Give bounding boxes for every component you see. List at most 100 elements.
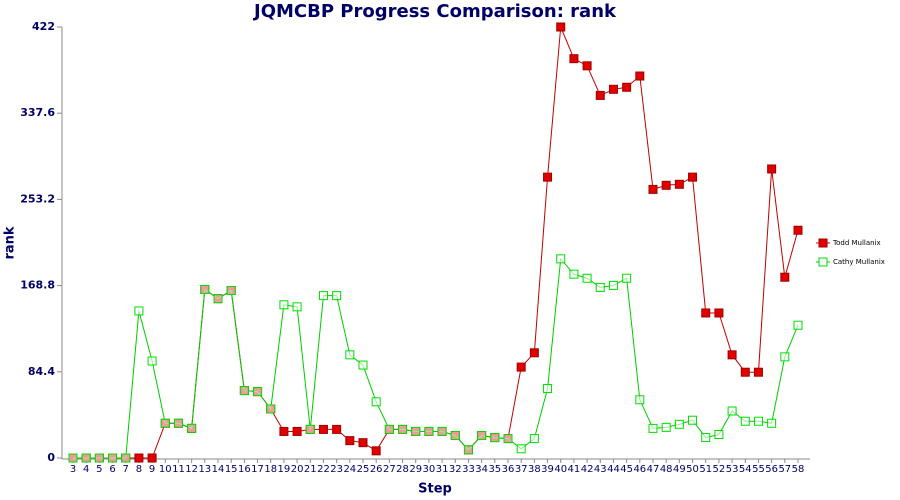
x-tick-label: 25 (357, 464, 370, 475)
x-tick-label: 27 (383, 464, 396, 475)
point (714, 430, 724, 440)
x-tick-label: 32 (449, 464, 462, 475)
x-tick-label: 52 (713, 464, 726, 475)
point (239, 386, 249, 396)
x-tick-label: 24 (343, 464, 356, 475)
x-tick-label: 26 (370, 464, 383, 475)
x-tick-label: 48 (660, 464, 673, 475)
y-tick-label: 253.2 (20, 192, 55, 205)
point (727, 350, 737, 360)
point (226, 286, 236, 296)
x-tick-label: 43 (594, 464, 607, 475)
point (213, 294, 223, 304)
point (68, 453, 78, 463)
y-axis-label: rank (3, 226, 18, 259)
x-tick-label: 30 (423, 464, 436, 475)
point (767, 418, 777, 428)
point (332, 291, 342, 301)
point (556, 22, 566, 32)
point (780, 272, 790, 282)
point (160, 418, 170, 428)
point (477, 431, 487, 441)
point (358, 360, 368, 370)
point (292, 302, 302, 312)
point (701, 433, 711, 443)
x-tick-label: 45 (620, 464, 633, 475)
point (253, 387, 263, 397)
x-tick-label: 29 (409, 464, 422, 475)
point (582, 61, 592, 71)
point (595, 90, 605, 100)
x-tick-label: 37 (515, 464, 528, 475)
x-tick-label: 28 (396, 464, 409, 475)
point (753, 416, 763, 426)
x-tick-label: 36 (502, 464, 515, 475)
x-tick-label: 35 (488, 464, 501, 475)
point (648, 184, 658, 194)
point (622, 82, 632, 92)
point (437, 426, 447, 436)
point (490, 433, 500, 443)
point (608, 84, 618, 94)
y-tick-label: 168.8 (20, 279, 55, 292)
x-tick-label: 20 (291, 464, 304, 475)
point (543, 172, 553, 182)
legend-label: Todd Mullanix (832, 239, 881, 247)
x-tick-label: 50 (686, 464, 699, 475)
point (411, 426, 421, 436)
x-tick-label: 4 (83, 464, 89, 475)
point (529, 348, 539, 358)
point (582, 273, 592, 283)
point (463, 445, 473, 455)
x-tick-label: 3 (70, 464, 76, 475)
point (688, 415, 698, 425)
point (332, 424, 342, 434)
x-tick-label: 33 (462, 464, 475, 475)
point (622, 273, 632, 283)
point (292, 426, 302, 436)
x-tick-label: 31 (436, 464, 449, 475)
point (200, 284, 210, 294)
point (279, 426, 289, 436)
point (121, 453, 131, 463)
point (635, 71, 645, 81)
point (516, 444, 526, 454)
point (688, 172, 698, 182)
x-tick-label: 17 (251, 464, 264, 475)
y-tick-label: 337.6 (20, 106, 55, 119)
point (635, 395, 645, 405)
point (569, 54, 579, 64)
point (147, 356, 157, 366)
point (661, 180, 671, 190)
x-tick-label: 49 (673, 464, 686, 475)
point (94, 453, 104, 463)
point (674, 179, 684, 189)
point (305, 424, 315, 434)
point (595, 282, 605, 292)
point (569, 269, 579, 279)
point (318, 424, 328, 434)
point (384, 424, 394, 434)
x-tick-label: 56 (765, 464, 778, 475)
legend-swatch (818, 257, 828, 267)
point (608, 280, 618, 290)
chart-title: JQMCBP Progress Comparison: rank (252, 1, 617, 22)
point (398, 424, 408, 434)
x-tick-label: 10 (159, 464, 172, 475)
point (279, 300, 289, 310)
x-tick-label: 41 (568, 464, 581, 475)
point (543, 384, 553, 394)
point (266, 404, 276, 414)
point (147, 453, 157, 463)
point (529, 434, 539, 444)
point (674, 419, 684, 429)
x-tick-label: 47 (647, 464, 660, 475)
x-tick-label: 11 (172, 464, 185, 475)
y-tick-label: 84.4 (28, 365, 55, 378)
point (740, 367, 750, 377)
x-tick-label: 15 (225, 464, 238, 475)
point (345, 350, 355, 360)
point (81, 453, 91, 463)
point (793, 225, 803, 235)
point (134, 453, 144, 463)
